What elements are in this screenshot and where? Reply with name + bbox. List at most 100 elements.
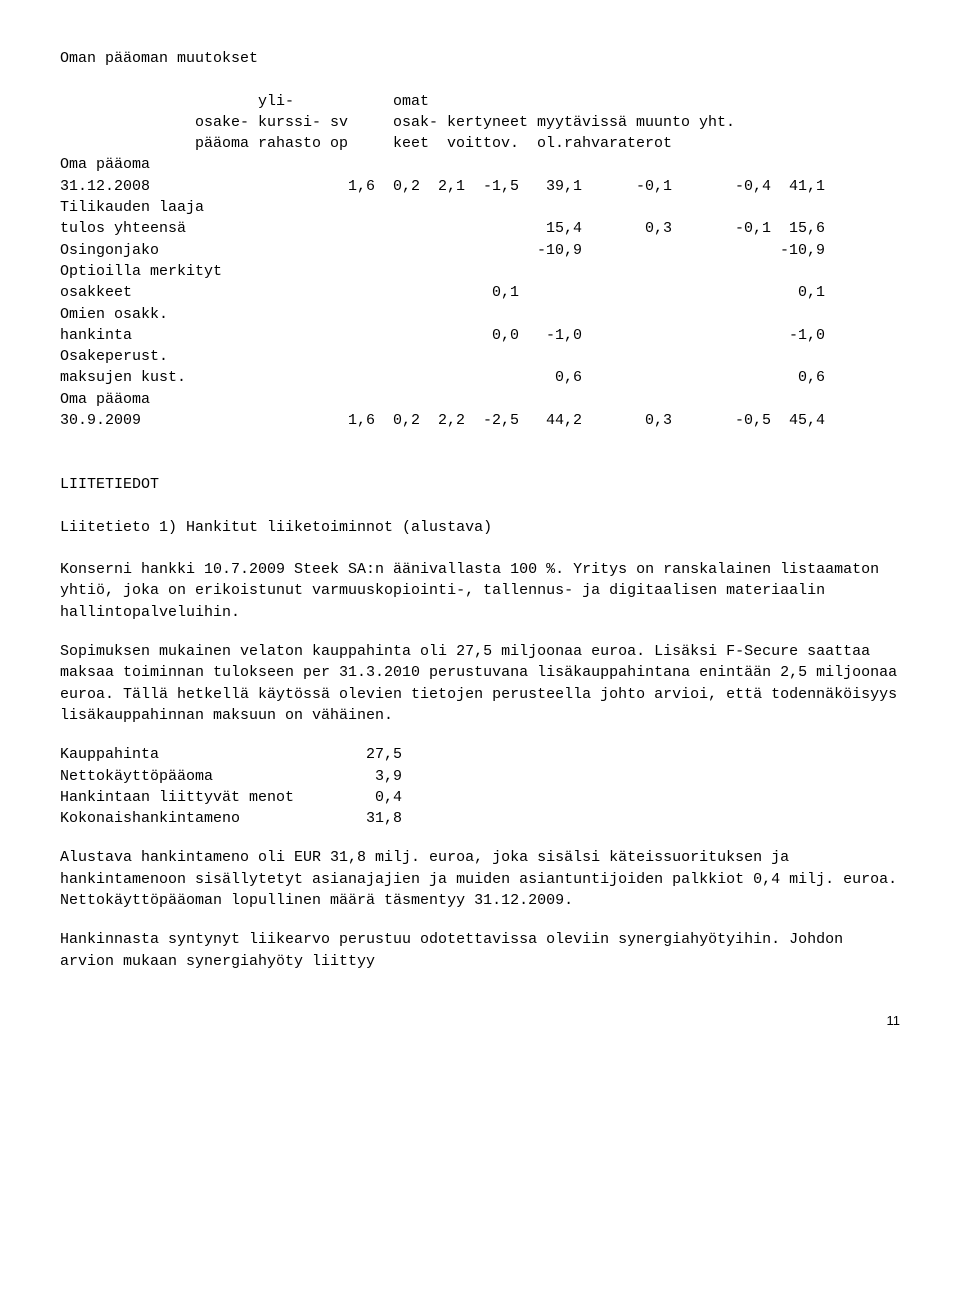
table-row: 31.12.20081,60,22,1-1,539,1-0,1-0,441,1 xyxy=(60,176,900,197)
col-head xyxy=(195,91,258,112)
cell-value xyxy=(375,325,420,346)
cell-value xyxy=(420,218,465,239)
table-row: Oma pääoma xyxy=(60,154,900,175)
col-head: osak- xyxy=(393,112,447,133)
cell-value: 1,6 xyxy=(330,176,375,197)
cell-value xyxy=(375,240,420,261)
cell-value xyxy=(465,240,519,261)
row-label: Osakeperust. xyxy=(60,346,330,367)
cell-value xyxy=(420,240,465,261)
cell-value xyxy=(519,282,582,303)
cell-value xyxy=(420,282,465,303)
cell-value xyxy=(672,240,771,261)
cell-value: 0,3 xyxy=(582,410,672,431)
cell-value: 0,6 xyxy=(771,367,825,388)
row-label: Optioilla merkityt xyxy=(60,261,330,282)
cell-value xyxy=(330,240,375,261)
table-header-row: yli- omat xyxy=(60,91,900,112)
table-header-row: osake- kurssi- sv osak- kertyneet myytäv… xyxy=(60,112,900,133)
cell-value: -1,0 xyxy=(771,325,825,346)
col-head: yht. xyxy=(699,112,744,133)
col-head: kertyneet xyxy=(447,112,537,133)
cell-value xyxy=(465,367,519,388)
cell-label: Hankintaan liittyvät menot xyxy=(60,787,348,808)
row-label: Osingonjako xyxy=(60,240,330,261)
cell-value xyxy=(375,218,420,239)
doc-title: Oman pääoman muutokset xyxy=(60,48,258,69)
col-head xyxy=(357,91,393,112)
cell-value: 2,2 xyxy=(420,410,465,431)
row-label: 31.12.2008 xyxy=(60,176,330,197)
page-number: 11 xyxy=(60,1012,900,1030)
cell-label: Kokonaishankintameno xyxy=(60,808,348,829)
table-row: Omien osakk. xyxy=(60,304,900,325)
row-label: osakkeet xyxy=(60,282,330,303)
small-table: Kauppahinta27,5 Nettokäyttöpääoma3,9 Han… xyxy=(60,744,900,829)
cell-value: 15,4 xyxy=(519,218,582,239)
cell-value xyxy=(582,240,672,261)
col-head xyxy=(357,133,393,154)
cell-value: -1,5 xyxy=(465,176,519,197)
row-label: hankinta xyxy=(60,325,330,346)
col-head xyxy=(447,91,537,112)
table-row: hankinta0,0-1,0-1,0 xyxy=(60,325,900,346)
table-row: 30.9.20091,60,22,2-2,544,20,3-0,545,4 xyxy=(60,410,900,431)
row-label: tulos yhteensä xyxy=(60,218,330,239)
col-head xyxy=(636,91,699,112)
col-head: kurssi- xyxy=(258,112,330,133)
row-label: Omien osakk. xyxy=(60,304,330,325)
col-head: yli- xyxy=(258,91,330,112)
row-label: Oma pääoma xyxy=(60,389,330,410)
cell-value: -10,9 xyxy=(519,240,582,261)
table-row: Hankintaan liittyvät menot0,4 xyxy=(60,787,900,808)
section-subheading: Liitetieto 1) Hankitut liiketoiminnot (a… xyxy=(60,517,492,538)
col-head: myytävissä xyxy=(537,112,636,133)
cell-value: 45,4 xyxy=(771,410,825,431)
table-row: tulos yhteensä15,40,3-0,115,6 xyxy=(60,218,900,239)
col-head xyxy=(537,91,636,112)
paragraph: Konserni hankki 10.7.2009 Steek SA:n ään… xyxy=(60,559,900,623)
table-header-row: pääoma rahasto op keet voittov. ol.rahva… xyxy=(60,133,900,154)
cell-value: 2,1 xyxy=(420,176,465,197)
col-head: erot xyxy=(636,133,699,154)
table-row: osakkeet0,10,1 xyxy=(60,282,900,303)
cell-value: -10,9 xyxy=(771,240,825,261)
cell-value xyxy=(375,367,420,388)
cell-value xyxy=(375,282,420,303)
cell-value xyxy=(672,325,771,346)
table-row: Osakeperust. xyxy=(60,346,900,367)
cell-label: Nettokäyttöpääoma xyxy=(60,766,348,787)
col-head: keet xyxy=(393,133,447,154)
col-head: osake- xyxy=(195,112,258,133)
cell-value xyxy=(330,282,375,303)
paragraph: Sopimuksen mukainen velaton kauppahinta … xyxy=(60,641,900,726)
table-row: Kauppahinta27,5 xyxy=(60,744,900,765)
paragraph: Hankinnasta syntynyt liikearvo perustuu … xyxy=(60,929,900,972)
cell-value xyxy=(582,325,672,346)
cell-value: 1,6 xyxy=(330,410,375,431)
cell-label: Kauppahinta xyxy=(60,744,348,765)
cell-value: 0,2 xyxy=(375,176,420,197)
paragraph: Alustava hankintameno oli EUR 31,8 milj.… xyxy=(60,847,900,911)
section-heading: LIITETIEDOT xyxy=(60,474,159,495)
cell-value: 39,1 xyxy=(519,176,582,197)
cell-value: -1,0 xyxy=(519,325,582,346)
row-label: Tilikauden laaja xyxy=(60,197,330,218)
table-row: Optioilla merkityt xyxy=(60,261,900,282)
cell-value: -0,4 xyxy=(672,176,771,197)
col-head xyxy=(330,91,357,112)
cell-value xyxy=(420,367,465,388)
cell-value xyxy=(330,367,375,388)
cell-value: -2,5 xyxy=(465,410,519,431)
col-head: voittov. xyxy=(447,133,537,154)
table-row: Osingonjako -10,9 -10,9 xyxy=(60,240,900,261)
col-head: op xyxy=(330,133,357,154)
cell-value xyxy=(582,367,672,388)
col-head: rahasto xyxy=(258,133,330,154)
cell-value: 3,9 xyxy=(348,766,402,787)
cell-value: 0,0 xyxy=(465,325,519,346)
table-row: Tilikauden laaja xyxy=(60,197,900,218)
cell-value: 27,5 xyxy=(348,744,402,765)
cell-value: -0,1 xyxy=(582,176,672,197)
cell-value: 0,6 xyxy=(519,367,582,388)
